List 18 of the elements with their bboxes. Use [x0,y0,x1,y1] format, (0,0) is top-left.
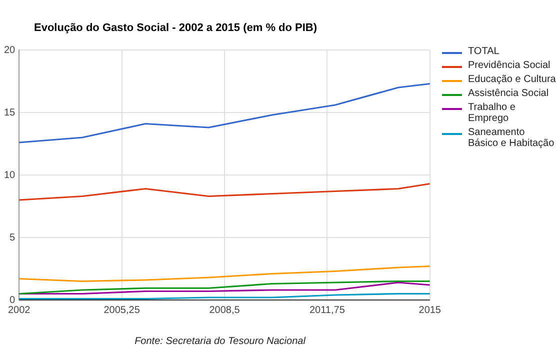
legend-label: Assistência Social [468,88,549,99]
legend-label: Previdência Social [468,60,550,71]
legend-label: TOTAL [468,46,500,57]
y-tick-label: 20 [4,44,16,56]
x-tick-label: 2008,5 [209,304,240,316]
legend-label: Educação e Cultura [468,74,556,85]
y-tick-label: 0 [10,294,16,306]
x-tick-label: 2002 [8,304,31,316]
source-note: Fonte: Secretaria do Tesouro Nacional [134,336,307,347]
legend-label: Trabalho e Emprego [468,102,516,124]
chart-title: Evolução do Gasto Social - 2002 a 2015 (em % do PIB) [34,22,318,34]
x-tick-label: 2005,25 [104,304,140,316]
legend-label: Saneamento Básico e Habitação [468,127,556,149]
x-tick-label: 2015 [418,304,442,316]
y-tick-label: 10 [4,170,16,181]
y-tick-label: 5 [10,232,16,244]
y-tick-label: 15 [4,107,16,118]
x-tick-label: 2011,75 [309,304,346,316]
